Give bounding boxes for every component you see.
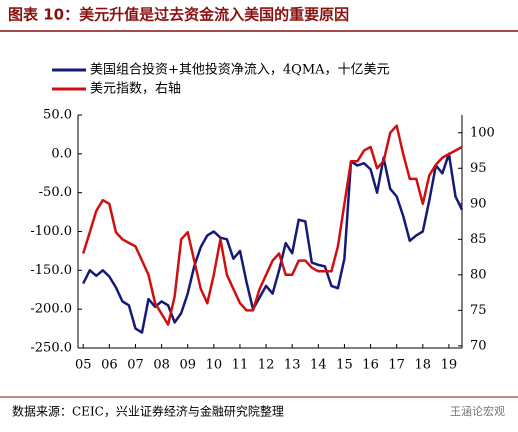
x-tick-label: 08 (153, 358, 170, 373)
y2-tick-label: 85 (470, 232, 487, 247)
y-tick-label: -200.0 (30, 302, 72, 317)
y-tick-label: -150.0 (30, 263, 72, 278)
x-tick-label: 10 (206, 358, 223, 373)
x-tick-label: 13 (284, 358, 301, 373)
x-tick-label: 15 (336, 358, 353, 373)
x-tick-label: 17 (388, 358, 405, 373)
series-line (82, 152, 464, 334)
source: 数据来源：CEIC，兴业证券经济与金融研究院整理 (12, 404, 284, 419)
series-line (82, 124, 463, 326)
y2-tick-label: 70 (470, 338, 487, 353)
chart-title: 图表 10：美元升值是过去资金流入美国的重要原因 (8, 6, 349, 24)
y2-tick-label: 80 (470, 267, 487, 282)
y-tick-label: 0.0 (51, 146, 72, 161)
y2-tick-label: 75 (470, 303, 487, 318)
y2-tick-label: 95 (470, 161, 487, 176)
legend-label: 美元指数，右轴 (90, 82, 181, 97)
watermark: 王涵论宏观 (450, 404, 505, 418)
x-tick-label: 11 (232, 358, 249, 373)
x-tick-label: 16 (362, 358, 379, 373)
x-tick-label: 12 (258, 358, 275, 373)
x-tick-label: 18 (415, 358, 432, 373)
legend-label: 美国组合投资+其他投资净流入，4QMA，十亿美元 (90, 62, 390, 78)
x-tick-label: 06 (101, 358, 118, 373)
y2-tick-label: 100 (470, 125, 495, 140)
x-tick-label: 19 (441, 358, 458, 373)
y-tick-label: -100.0 (30, 224, 72, 239)
y2-tick-label: 90 (470, 196, 487, 211)
x-tick-label: 09 (179, 358, 196, 373)
x-tick-label: 14 (310, 358, 327, 373)
x-tick-label: 05 (75, 358, 92, 373)
y-tick-label: -250.0 (30, 341, 72, 356)
x-tick-label: 07 (127, 358, 144, 373)
y-tick-label: 50.0 (43, 108, 72, 123)
y-tick-label: -50.0 (39, 185, 72, 200)
